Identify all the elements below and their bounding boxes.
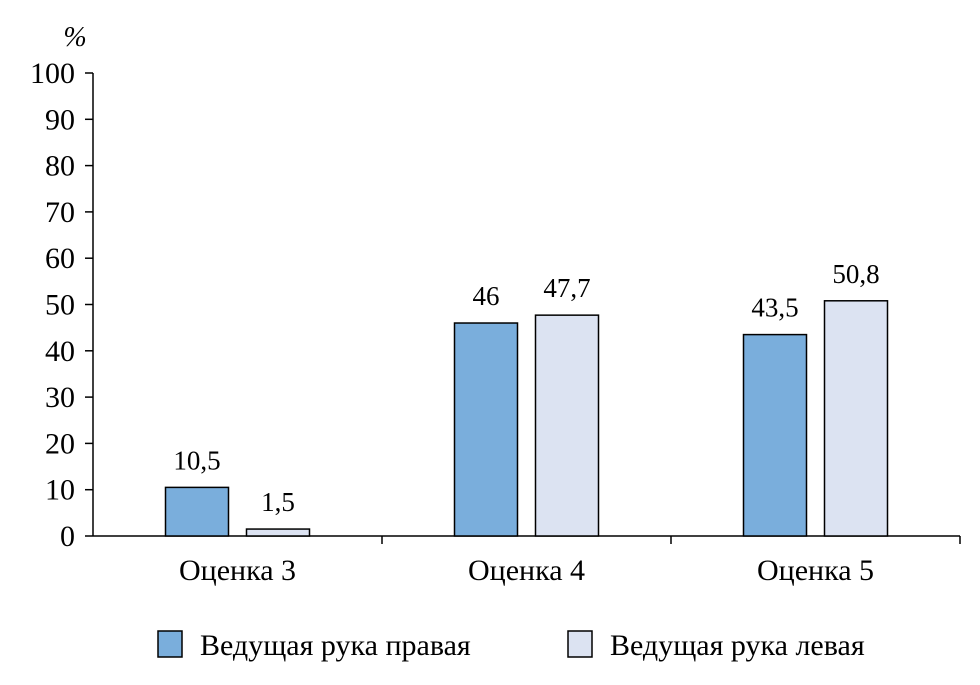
bar xyxy=(823,300,889,537)
bar xyxy=(453,322,519,537)
data-labels: 10,5 1,5 46 47,7 43,5 50,8 xyxy=(173,259,879,517)
legend-swatch xyxy=(567,630,593,658)
legend-swatch xyxy=(157,630,183,658)
y-tick-label: 100 xyxy=(30,57,75,90)
y-tick-label: 90 xyxy=(45,103,75,136)
y-tick-label: 40 xyxy=(45,335,75,368)
x-category-label: Оценка 4 xyxy=(468,554,585,587)
bar xyxy=(245,528,311,537)
legend-label: Ведущая рука левая xyxy=(610,629,865,662)
data-label: 46 xyxy=(473,281,500,311)
data-label: 47,7 xyxy=(543,273,590,303)
bar xyxy=(742,333,808,537)
y-tick-label: 20 xyxy=(45,427,75,460)
legend: Ведущая рука правая Ведущая рука левая xyxy=(157,629,865,662)
x-axis-labels: Оценка 3 Оценка 4 Оценка 5 xyxy=(179,554,874,587)
y-tick-label: 50 xyxy=(45,289,75,322)
y-tick-label: 30 xyxy=(45,381,75,414)
data-label: 50,8 xyxy=(832,259,879,289)
x-category-label: Оценка 3 xyxy=(179,554,296,587)
y-axis-ticks: 0 10 20 30 40 50 60 70 80 90 100 xyxy=(30,57,93,553)
bars xyxy=(164,300,889,537)
y-tick-label: 10 xyxy=(45,474,75,507)
x-category-label: Оценка 5 xyxy=(757,554,874,587)
data-label: 1,5 xyxy=(261,487,295,517)
y-tick-label: 0 xyxy=(60,520,75,553)
y-axis-unit: % xyxy=(63,22,86,53)
y-tick-label: 80 xyxy=(45,150,75,183)
bar xyxy=(164,486,230,537)
data-label: 43,5 xyxy=(751,293,798,323)
legend-label: Ведущая рука правая xyxy=(200,629,471,662)
data-label: 10,5 xyxy=(173,445,220,475)
y-tick-label: 60 xyxy=(45,242,75,275)
y-tick-label: 70 xyxy=(45,196,75,229)
bar xyxy=(534,314,600,537)
